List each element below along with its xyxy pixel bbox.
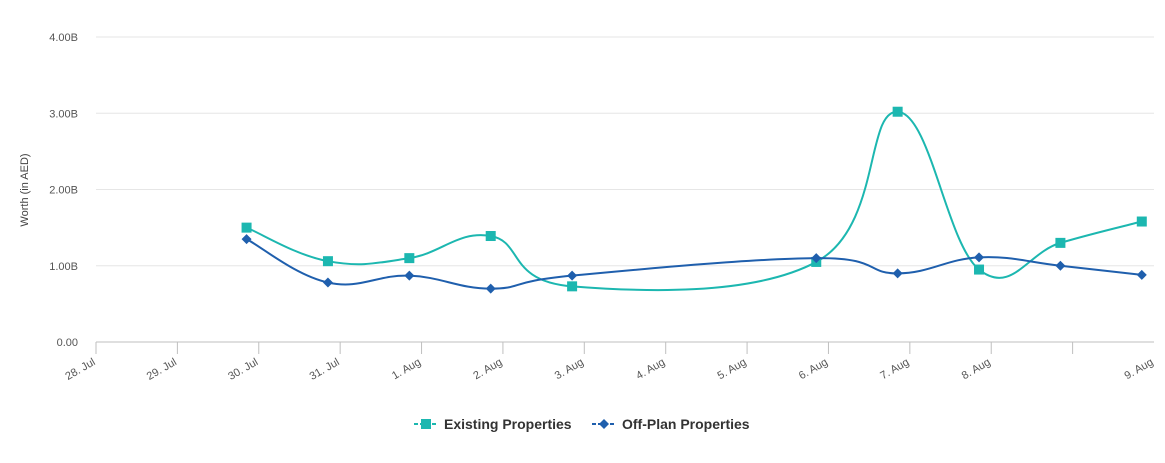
y-tick-label: 4.00B xyxy=(49,32,78,44)
data-point[interactable] xyxy=(567,281,578,292)
y-tick-label: 2.00B xyxy=(49,185,78,197)
x-tick-label: 31. Jul xyxy=(308,356,342,383)
series-line xyxy=(246,238,1142,290)
data-point[interactable] xyxy=(892,268,903,279)
data-point[interactable] xyxy=(974,264,985,275)
data-point[interactable] xyxy=(811,253,822,264)
data-point[interactable] xyxy=(1136,269,1147,280)
data-point[interactable] xyxy=(1055,260,1066,271)
data-point[interactable] xyxy=(322,256,333,267)
grid-lines xyxy=(96,36,1154,343)
data-point[interactable] xyxy=(892,106,903,117)
legend[interactable]: Existing Properties Off-Plan Properties xyxy=(414,416,750,432)
x-tick-label: 29. Jul xyxy=(145,356,179,383)
y-axis-title: Worth (in AED) xyxy=(19,153,31,226)
data-point[interactable] xyxy=(485,231,496,242)
x-tick-label: 4. Aug xyxy=(634,356,667,382)
legend-item-off-plan[interactable]: Off-Plan Properties xyxy=(592,416,750,432)
series-layer xyxy=(241,106,1147,294)
x-tick-label: 3. Aug xyxy=(553,356,586,382)
series-off-plan[interactable] xyxy=(241,234,1147,294)
x-tick-label: 2. Aug xyxy=(471,356,504,382)
legend-label: Existing Properties xyxy=(444,416,572,432)
x-tick-label: 6. Aug xyxy=(797,356,830,382)
data-point[interactable] xyxy=(1136,216,1147,227)
data-point[interactable] xyxy=(404,253,415,264)
x-tick-label: 9. Aug xyxy=(1122,356,1155,382)
x-tick-label: 8. Aug xyxy=(960,356,993,382)
data-point[interactable] xyxy=(241,234,252,245)
y-tick-label: 0.00 xyxy=(57,337,78,349)
x-axis: 28. Jul 29. Jul 30. Jul 31. Jul 1. Aug 2. Aug… xyxy=(63,341,1156,383)
y-axis: 0.00 1.00B 2.00B 3.00B 4.00B xyxy=(49,32,78,349)
data-point[interactable] xyxy=(567,270,578,281)
x-tick-label: 7. Aug xyxy=(878,356,911,382)
legend-square-icon xyxy=(421,419,431,429)
data-point[interactable] xyxy=(322,277,333,288)
y-tick-label: 1.00B xyxy=(49,261,78,273)
series-existing[interactable] xyxy=(241,106,1147,292)
data-point[interactable] xyxy=(974,252,985,263)
data-point[interactable] xyxy=(1055,237,1066,248)
x-tick-label: 1. Aug xyxy=(390,356,423,382)
series-line xyxy=(246,110,1143,292)
data-point[interactable] xyxy=(241,222,252,233)
x-tick-label: 28. Jul xyxy=(63,356,97,383)
legend-diamond-icon xyxy=(599,419,609,429)
x-tick-label: 30. Jul xyxy=(226,356,260,383)
y-tick-label: 3.00B xyxy=(49,108,78,120)
data-point[interactable] xyxy=(485,283,496,294)
legend-label: Off-Plan Properties xyxy=(622,416,750,432)
legend-item-existing[interactable]: Existing Properties xyxy=(414,416,572,432)
x-tick-label: 5. Aug xyxy=(716,356,749,382)
data-point[interactable] xyxy=(404,270,415,281)
